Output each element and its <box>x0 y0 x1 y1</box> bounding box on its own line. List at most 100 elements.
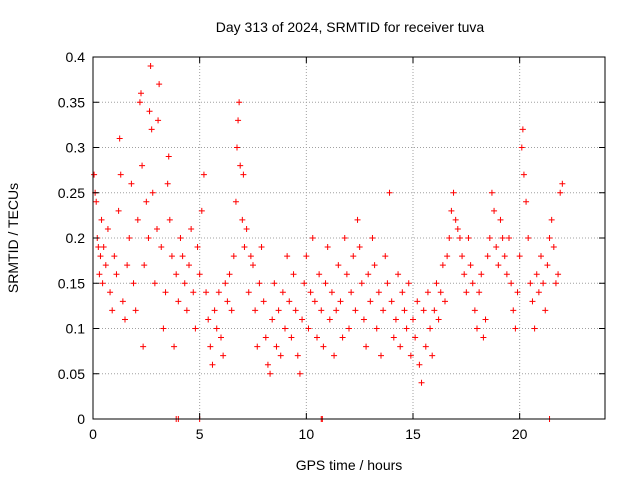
data-point <box>488 189 495 196</box>
data-point <box>294 352 301 359</box>
data-point <box>471 307 478 314</box>
data-point <box>550 244 557 251</box>
data-point <box>482 316 489 323</box>
data-point <box>116 135 123 142</box>
data-point <box>196 271 203 278</box>
data-point <box>384 280 391 287</box>
data-point <box>102 262 109 269</box>
data-point <box>168 253 175 260</box>
data-point <box>282 325 288 332</box>
y-tick-label: 0.2 <box>66 230 86 246</box>
x-tick-label: 5 <box>196 426 204 442</box>
data-point <box>431 307 438 314</box>
data-point <box>165 153 172 160</box>
data-point <box>390 334 397 341</box>
data-point <box>495 262 502 269</box>
data-point <box>236 99 243 106</box>
data-point <box>375 289 382 296</box>
data-point <box>156 81 163 88</box>
data-point <box>435 316 442 323</box>
data-point <box>198 207 205 214</box>
data-point <box>146 108 153 115</box>
data-point <box>277 352 284 359</box>
data-point <box>352 307 359 314</box>
data-point <box>418 379 425 386</box>
data-point <box>91 171 98 178</box>
data-point <box>416 361 423 368</box>
data-point <box>403 325 410 332</box>
data-point <box>348 289 355 296</box>
data-point <box>194 244 201 251</box>
data-point <box>292 307 299 314</box>
data-point <box>160 325 167 332</box>
data-point <box>386 189 393 196</box>
data-point <box>186 262 192 269</box>
data-point <box>486 235 493 241</box>
y-tick-label: 0.3 <box>66 140 86 156</box>
data-point <box>218 334 224 341</box>
data-point <box>448 207 455 214</box>
data-point <box>433 280 440 287</box>
data-point <box>461 271 468 278</box>
data-point <box>296 370 303 377</box>
data-point <box>557 189 564 196</box>
data-point <box>363 343 370 350</box>
data-point <box>497 216 504 223</box>
data-point <box>365 271 372 278</box>
data-point <box>501 253 508 260</box>
data-point <box>476 289 483 296</box>
data-point <box>529 298 536 305</box>
data-point <box>181 280 188 287</box>
data-point <box>397 343 404 350</box>
data-point <box>143 198 150 205</box>
data-point <box>224 298 231 305</box>
data-point <box>264 361 271 368</box>
data-point <box>341 235 348 241</box>
data-point <box>228 307 235 314</box>
data-point <box>141 262 148 269</box>
data-point <box>139 162 146 169</box>
data-point <box>527 280 534 287</box>
x-tick-label: 20 <box>512 426 528 442</box>
data-point <box>203 289 210 296</box>
data-point <box>538 253 544 260</box>
data-point <box>96 271 103 278</box>
data-point <box>516 253 523 260</box>
data-point <box>506 235 512 241</box>
data-point <box>328 289 335 296</box>
data-point <box>188 225 195 232</box>
data-point <box>132 307 139 314</box>
data-point <box>442 298 448 305</box>
data-point <box>382 253 389 260</box>
data-point <box>324 244 331 251</box>
data-point <box>148 126 155 133</box>
data-point <box>452 216 459 223</box>
data-point <box>525 235 532 241</box>
data-point <box>555 271 562 278</box>
data-point <box>484 253 491 260</box>
data-point <box>401 307 408 314</box>
data-point <box>343 271 350 278</box>
data-point <box>271 280 278 287</box>
data-point <box>542 307 549 314</box>
data-point <box>469 280 476 287</box>
data-point <box>337 298 344 305</box>
data-point <box>183 307 190 314</box>
data-point <box>533 271 540 278</box>
data-point <box>260 298 267 305</box>
y-axis-label: SRMTID / TECUs <box>5 183 21 293</box>
data-point <box>130 280 137 287</box>
data-point <box>200 171 207 178</box>
data-point <box>190 289 197 296</box>
data-point <box>478 271 485 278</box>
data-point <box>299 316 306 323</box>
data-point <box>290 271 297 278</box>
data-point <box>151 280 158 287</box>
data-point <box>138 90 144 97</box>
data-point <box>424 289 431 296</box>
data-point <box>450 189 457 196</box>
data-point <box>303 253 310 260</box>
data-point <box>544 262 551 269</box>
data-point <box>173 271 180 278</box>
data-point <box>335 262 342 269</box>
